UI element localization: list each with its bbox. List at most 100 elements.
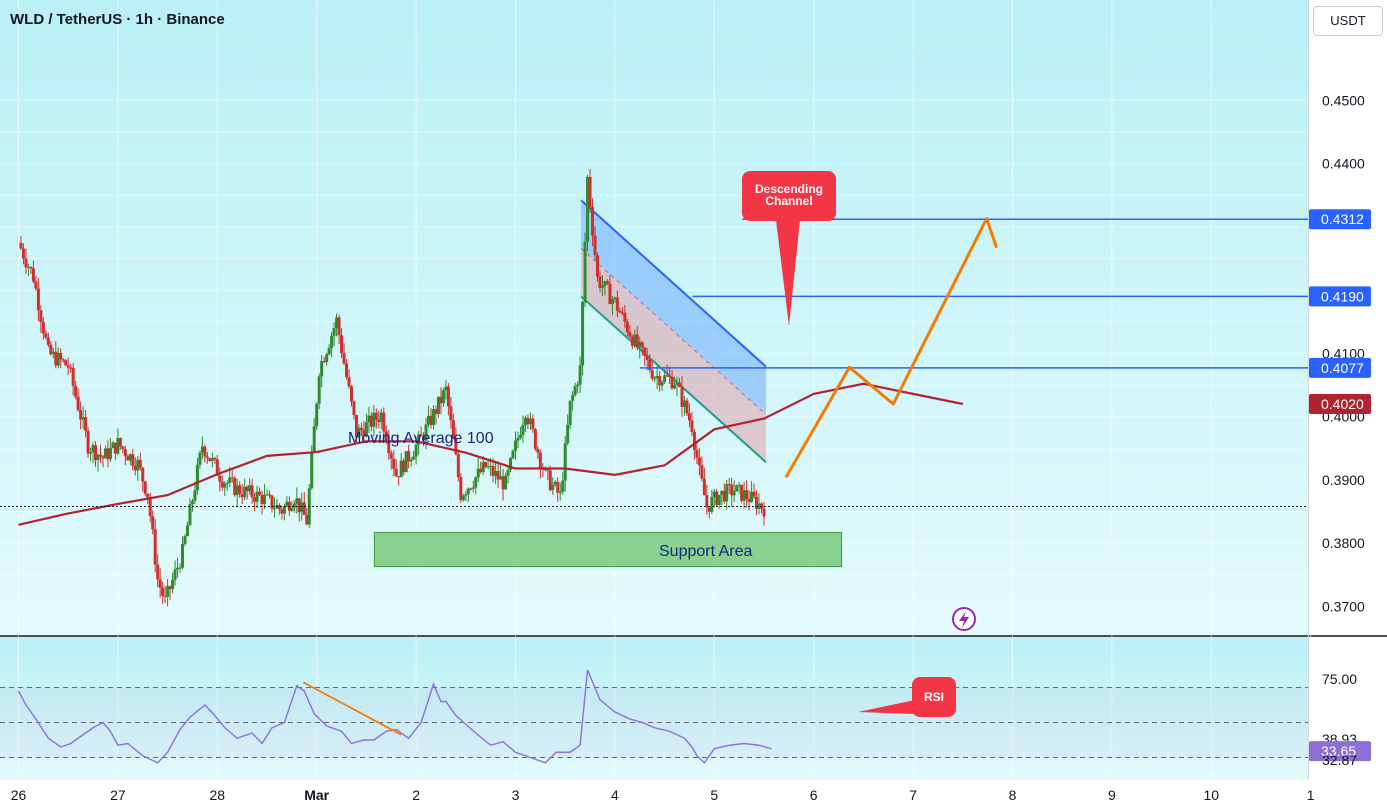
candle: [374, 408, 378, 429]
currency-button[interactable]: USDT: [1313, 6, 1383, 36]
candle: [494, 460, 498, 485]
x-tick-label: 4: [611, 787, 619, 803]
candle: [591, 198, 595, 247]
price-label-text: 0.4020: [1321, 396, 1364, 412]
candle: [79, 401, 83, 430]
candle: [605, 279, 609, 286]
candle: [653, 375, 657, 383]
candle: [143, 480, 147, 496]
candle: [678, 377, 682, 388]
candle: [740, 484, 744, 503]
candle: [133, 457, 137, 476]
candle: [188, 498, 192, 526]
candle: [69, 363, 73, 373]
candle: [682, 396, 686, 416]
candle: [325, 352, 329, 366]
candle: [26, 263, 30, 277]
candle: [357, 424, 361, 438]
candle: [546, 467, 550, 481]
candle: [161, 581, 165, 604]
candle: [496, 461, 500, 488]
candle: [41, 317, 45, 340]
candle: [158, 568, 162, 598]
candle: [240, 483, 244, 505]
support-area-label: Support Area: [659, 543, 753, 560]
candle: [113, 442, 117, 460]
candle: [675, 377, 679, 396]
channel-lower-fill: [581, 248, 766, 463]
candle: [292, 500, 296, 513]
candle: [633, 329, 637, 348]
candle: [322, 357, 326, 364]
candle: [347, 369, 351, 389]
candle: [553, 480, 557, 487]
rsi-line: [17, 669, 772, 764]
candle: [523, 415, 527, 433]
callout-line-2: Channel: [765, 194, 812, 208]
overlays: [0, 217, 1308, 526]
candle: [195, 457, 199, 495]
candle: [337, 314, 341, 345]
candle: [81, 406, 85, 430]
candle: [123, 445, 127, 466]
candle: [118, 437, 122, 450]
candle: [665, 364, 669, 378]
candle: [168, 585, 172, 601]
candle: [76, 388, 80, 412]
candle: [218, 467, 222, 492]
candle: [548, 465, 552, 492]
candle: [427, 405, 431, 428]
candle: [185, 521, 189, 537]
candle: [556, 477, 560, 502]
x-tick-label: 27: [110, 787, 126, 803]
price-label-text: 0.4190: [1321, 288, 1364, 304]
candle: [183, 534, 187, 547]
rsi-pane: [0, 669, 1308, 764]
candle: [444, 380, 448, 400]
candle: [233, 475, 237, 497]
rsi-trendline: [302, 681, 402, 736]
candle: [581, 300, 585, 376]
candle: [620, 306, 624, 316]
candle: [623, 304, 627, 328]
projection-path: [784, 217, 999, 479]
candle: [615, 290, 619, 318]
flash-icon[interactable]: [952, 607, 976, 631]
candle: [521, 415, 525, 443]
candle: [630, 334, 634, 350]
candle: [64, 359, 68, 366]
candle: [290, 500, 294, 512]
candle: [588, 168, 592, 214]
candle: [220, 475, 224, 491]
candle: [449, 396, 453, 429]
candle: [178, 563, 182, 574]
candle: [193, 481, 197, 505]
candle: [506, 466, 510, 484]
candle: [439, 387, 443, 415]
x-tick-label: 3: [512, 787, 520, 803]
candle: [528, 412, 532, 430]
candle: [392, 450, 396, 477]
price-tick-label: 0.4100: [1322, 345, 1365, 361]
candle: [431, 405, 435, 430]
x-tick-label: 1: [1307, 787, 1315, 803]
descending-channel-callout[interactable]: Descending Channel: [742, 171, 836, 326]
candle: [685, 397, 689, 416]
candle: [96, 453, 100, 472]
candle: [19, 236, 23, 250]
candle: [511, 449, 515, 460]
price-tick-label: 0.3700: [1322, 598, 1365, 614]
candle: [327, 344, 331, 356]
candle: [705, 484, 709, 515]
candle: [571, 390, 575, 411]
candle: [690, 411, 694, 436]
candle: [618, 307, 622, 314]
candle: [320, 355, 324, 388]
candle: [111, 440, 115, 449]
candle: [285, 496, 289, 508]
x-tick-label: 6: [810, 787, 818, 803]
rsi-callout[interactable]: RSI: [858, 677, 956, 717]
candle: [61, 357, 65, 363]
rsi-callout-pointer: [858, 700, 915, 714]
candle: [628, 325, 632, 339]
